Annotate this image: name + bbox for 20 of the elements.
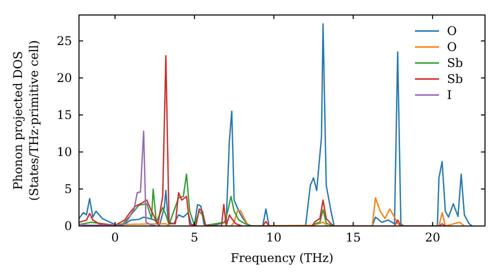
x-axis-title: Frequency (THz) xyxy=(230,251,334,265)
x-tick-label: 0 xyxy=(111,230,119,245)
x-tick-label: 15 xyxy=(346,230,361,245)
y-tick-label: 0 xyxy=(64,218,72,233)
y-axis-title: Phonon projected DOS (States/THz·primitive cell) xyxy=(11,40,41,201)
y-tick-label: 15 xyxy=(56,108,72,122)
legend-label: O xyxy=(447,24,457,38)
x-tick-label: 5 xyxy=(190,230,198,245)
line-series xyxy=(79,130,157,226)
y-tick-label: 5 xyxy=(64,182,72,196)
line-series xyxy=(79,23,473,226)
x-tick-label: 20 xyxy=(424,230,440,245)
legend-label: Sb xyxy=(447,56,464,70)
y-tick-label: 25 xyxy=(56,34,72,48)
y-tick-label: 20 xyxy=(56,70,72,85)
legend-label: Sb xyxy=(447,72,464,86)
legend-label: I xyxy=(447,88,452,102)
y-tick-label: 10 xyxy=(56,144,72,159)
legend-label: O xyxy=(447,40,457,54)
x-tick-label: 10 xyxy=(266,230,282,245)
